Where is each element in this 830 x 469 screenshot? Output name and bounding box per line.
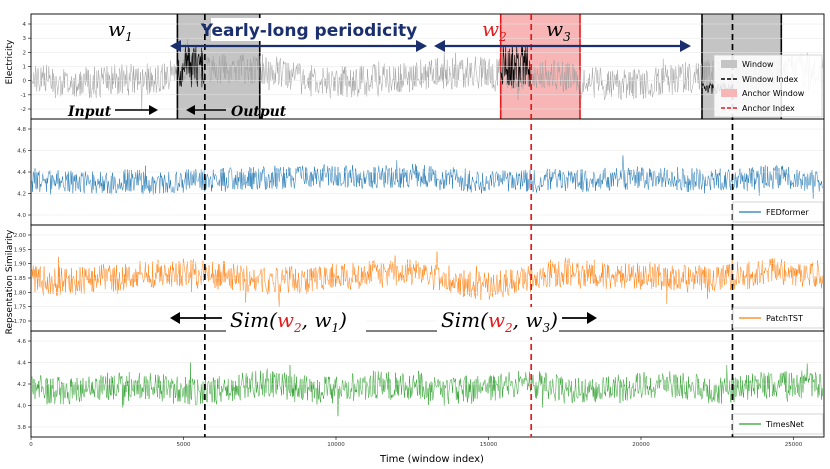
series-line-timesnet [31, 362, 824, 417]
legend-swatch-window [721, 60, 737, 68]
y-axis-label-electricity: Electricity [5, 39, 15, 84]
sim-w2-w1-label: Sim(w2, w1) [230, 308, 347, 335]
sim-w2-w3-arrowhead [587, 312, 597, 324]
legend-box [732, 307, 824, 329]
y-tick-label: 4.2 [17, 192, 26, 198]
legend-electricity: Window Window Index Anchor Window Anchor… [713, 54, 823, 118]
legend-swatch-anchor-window [721, 89, 737, 97]
y-tick-label: 1.70 [14, 319, 27, 325]
y-tick-label: -2 [21, 107, 26, 113]
input-label: Input [67, 104, 112, 120]
y-tick-label: -1 [21, 93, 26, 99]
legend-label-fedformer: FEDformer [766, 208, 809, 217]
y-tick-label: 1.90 [14, 262, 27, 268]
label-w2: w2 [482, 17, 507, 44]
sim-w2-w3-label: Sim(w2, w3) [441, 308, 558, 335]
y-tick-label: 0 [23, 79, 27, 85]
legend-label-anchor-index: Anchor Index [742, 104, 795, 113]
y-tick-label: 4.0 [17, 404, 26, 410]
annotations: w1 w2 w3 Yearly-long periodicity Input O… [67, 17, 691, 337]
y-tick-label: 1.80 [14, 290, 27, 296]
panel-frame-timesnet [30, 330, 825, 438]
series-layer [31, 39, 824, 417]
y-axis-label-similarity: Repsentation Similarity [5, 229, 15, 334]
legend-label-window-index: Window Index [742, 75, 798, 84]
periodicity-label-bg [211, 18, 407, 41]
y-tick-label: 4.4 [17, 170, 26, 176]
x-tick-label: 0 [29, 442, 33, 448]
y-tick-label: 2 [23, 50, 27, 56]
periodicity-arrowhead-right [680, 40, 691, 52]
y-tick-label: 4.2 [17, 382, 26, 388]
y-tick-label: 4.0 [17, 213, 26, 219]
y-tick-label: 4.6 [17, 339, 26, 345]
sim-w2-w1-arrowhead [170, 312, 180, 324]
y-tick-label: 3 [23, 36, 27, 42]
y-tick-label: 4.6 [17, 149, 26, 155]
periodicity-arrowhead-left [170, 40, 181, 52]
sim-w2-w1-bg [226, 307, 366, 337]
periodicity-arrowhead-mid-right [434, 40, 445, 52]
series-line-patchtst [31, 251, 824, 308]
y-tick-label: 4.4 [17, 361, 26, 367]
y-tick-label: 1.75 [14, 305, 27, 311]
series-line-fedformer [31, 155, 823, 199]
periodicity-arrowhead-mid-left [416, 40, 427, 52]
x-tick-label: 5000 [177, 442, 191, 448]
legend-box [732, 201, 824, 223]
x-tick-label: 10000 [327, 442, 345, 448]
y-tick-label: 1.85 [14, 276, 27, 282]
sim-w2-w3-bg [437, 307, 559, 337]
legend-timesnet: TimesNet [732, 413, 824, 435]
label-w3: w3 [546, 17, 571, 44]
input-arrowhead [149, 105, 158, 115]
highlight-segment-w1 [177, 44, 205, 88]
output-label: Output [231, 104, 287, 120]
x-axis-label: Time (window index) [379, 454, 484, 465]
legend-box [732, 413, 824, 435]
legend-fedformer: FEDformer [732, 201, 824, 223]
series-line-electricity [31, 39, 824, 110]
legend-label-timesnet: TimesNet [765, 420, 804, 429]
y-tick-label: 4.8 [17, 127, 26, 133]
x-tick-label: 15000 [480, 442, 498, 448]
legend-label-anchor-window: Anchor Window [742, 89, 805, 98]
legend-label-patchtst: PatchTST [766, 314, 803, 323]
x-tick-label: 20000 [632, 442, 650, 448]
panel-frames: 4 3 2 1 0 -1 -2 4.8 4.6 4.4 4.2 4.0 2.00 1.95 1.90 1.85… [14, 13, 825, 438]
periodicity-label: Yearly-long periodicity [200, 21, 418, 41]
legend-label-window: Window [742, 60, 774, 69]
y-tick-label: 1.95 [14, 247, 27, 253]
output-arrowhead [186, 105, 195, 115]
label-w1: w1 [108, 17, 133, 44]
y-tick-label: 4 [23, 22, 27, 28]
x-tick-label: 25000 [785, 442, 803, 448]
x-tick-labels: 0 5000 10000 15000 20000 25000 [29, 437, 803, 448]
legend-patchtst: PatchTST [732, 307, 824, 329]
y-tick-label: 3.8 [17, 425, 26, 431]
y-tick-label: 1 [23, 65, 27, 71]
y-tick-label: 2.00 [14, 233, 27, 239]
